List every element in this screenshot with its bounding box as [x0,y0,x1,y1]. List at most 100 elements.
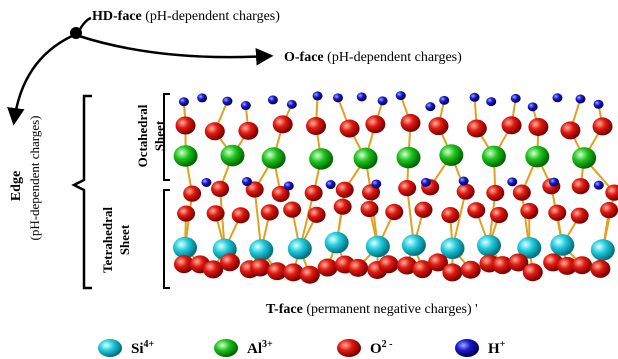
o-atom [306,117,327,136]
al-atom [572,147,597,169]
h-atom-icon [455,339,479,357]
o-atom [522,263,543,282]
h-atom [197,93,208,103]
si-atom [365,235,390,258]
o-atom [385,203,404,221]
al-atom [261,147,286,169]
legend-si: Si4+ [97,338,154,358]
o-atom [398,180,417,197]
al-atom [481,145,506,168]
h-atom [371,179,382,189]
o-atom [605,184,618,201]
t-face-label: T-face (permanent negative charges) ' [266,302,478,317]
o-atom-icon [337,339,361,357]
al-atom [525,145,550,168]
si-atom [287,237,312,260]
o-atom [206,205,225,222]
o-atom [528,117,549,136]
o-atom [548,204,567,221]
si-atom [550,234,575,256]
o-atom [211,180,230,197]
o-atom [508,253,529,272]
o-atom [590,259,611,278]
o-atom [260,204,279,221]
h-atom [507,177,518,187]
h-atom [593,180,604,190]
o-atom [335,181,354,198]
legend-al: Al3+ [213,338,273,358]
si-atom [517,236,542,259]
o-atom [460,260,481,279]
o-atom [600,202,618,219]
o-atom [467,202,486,219]
h-atom [549,177,560,187]
si-atom [440,237,465,260]
o-atom [250,258,271,277]
o-atom [412,260,433,279]
h-atom [241,177,252,187]
h-atom [552,93,563,103]
o-atom [175,116,196,135]
o-atom [396,256,417,275]
o-atom [441,206,460,224]
o-atom [333,198,352,215]
o-atom [466,119,487,138]
o-atom [427,253,448,272]
h-atom [575,94,586,104]
o-atom [238,121,259,140]
h-atom [425,102,436,112]
o-atom [304,184,323,202]
o-atom [267,262,288,281]
h-atom [178,97,189,107]
h-atom [312,91,323,101]
h-atom [286,99,297,109]
tetrahedral-sheet-bracket [163,189,170,289]
h-atom [510,93,521,103]
o-atom [512,184,531,201]
o-atom [317,258,338,277]
o-atom [428,117,449,136]
h-atom [593,99,604,109]
legend-o: O2 - [336,338,393,358]
o-atom [307,206,326,223]
h-atom [283,181,294,191]
o-atom [378,255,399,274]
al-atom [353,147,378,170]
o-atom [414,201,433,218]
h-atom [469,92,480,102]
si-atom-icon [98,339,122,357]
o-atom [348,258,369,277]
o-face-label: O-face (pH-dependent charges) [284,50,462,65]
o-atom [283,263,304,282]
al-atom [220,144,245,167]
o-atom [520,202,539,220]
atom-layer [172,91,618,284]
o-face-arrow [78,34,274,66]
h-atom [201,177,212,187]
si-atom [249,239,274,261]
al-atom [309,148,334,170]
al-atom-icon [214,339,238,357]
o-atom [572,256,593,275]
octahedral-sheet-bracket [163,93,170,181]
h-atom [420,177,431,187]
o-atom [183,185,202,202]
o-atom [272,115,293,134]
o-atom [400,113,421,132]
o-atom [283,201,302,218]
si-atom [590,239,615,261]
o-atom [231,207,250,224]
h-atom [332,93,343,103]
h-atom [356,92,367,102]
h-atom [458,176,469,186]
o-atom [219,253,240,272]
edge-arrow [7,34,73,126]
o-atom [245,181,264,198]
o-atom [456,183,475,200]
si-atom [477,234,502,257]
o-atom [360,200,379,218]
legend-h: H+ [454,338,505,358]
